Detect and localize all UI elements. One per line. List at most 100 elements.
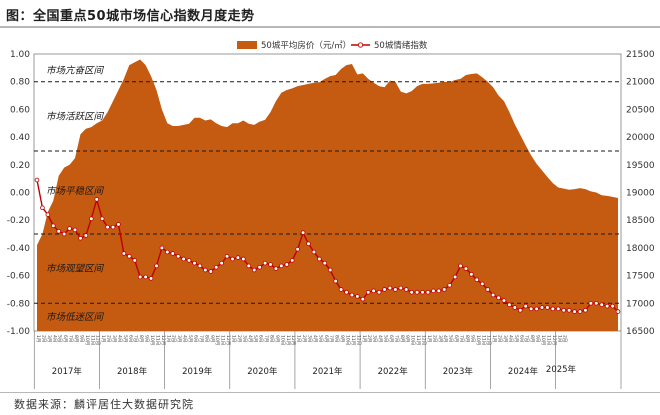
x-month-tick-label: 7月 (393, 335, 399, 342)
sentiment-point (235, 255, 241, 260)
sentiment-point (588, 300, 594, 306)
sentiment-point (224, 253, 230, 259)
sentiment-point (393, 287, 398, 292)
x-month-tick-label: 3月 (111, 335, 117, 342)
price-area-series (37, 59, 618, 331)
zone-label-1: 市场亢奋区间 (46, 65, 105, 77)
x-month-tick-label: 8月 (268, 335, 274, 342)
x-month-tick-label: 9月 (144, 335, 150, 342)
x-month-tick-label: 10月 (345, 335, 351, 345)
y-right-tick-label: 16500 (626, 327, 655, 337)
sentiment-point (599, 302, 605, 307)
sentiment-point (56, 228, 62, 234)
sentiment-point (279, 263, 284, 269)
sentiment-point (110, 224, 116, 230)
y-right-tick-label: 18500 (626, 216, 655, 226)
x-month-tick-label: 4月 (377, 335, 383, 342)
sentiment-point (501, 298, 507, 303)
sentiment-point (175, 253, 181, 259)
legend-label-price: 50城平均房价（元/㎡） (261, 40, 351, 51)
y-left-tick-label: -1.00 (7, 327, 31, 337)
sentiment-point (246, 263, 252, 269)
sentiment-point (165, 249, 170, 255)
sentiment-point (300, 230, 306, 235)
y-right-tick-label: 19500 (626, 161, 655, 171)
sentiment-point (403, 287, 409, 292)
sentiment-point (517, 307, 523, 313)
x-year-label: 2020年 (247, 366, 278, 377)
x-month-tick-label: 6月 (388, 335, 394, 342)
sentiment-point (327, 267, 333, 273)
x-month-tick-label: 12月 (355, 335, 361, 345)
x-month-tick-label: 10月 (149, 335, 155, 345)
x-year-label: 2019年 (182, 366, 213, 377)
sentiment-point (469, 271, 474, 277)
sentiment-point (566, 307, 572, 313)
x-month-tick-label: 7月 (459, 335, 465, 342)
sentiment-point (67, 226, 72, 231)
sentiment-point (40, 205, 45, 211)
sentiment-point (409, 289, 414, 295)
sentiment-point (121, 251, 127, 256)
sentiment-point (50, 223, 56, 229)
x-month-tick-label: 3月 (502, 335, 508, 342)
sentiment-point (561, 307, 566, 313)
sentiment-point (539, 305, 545, 310)
x-month-tick-label: 8月 (334, 335, 340, 342)
x-month-tick-label: 10月 (279, 335, 285, 345)
x-month-tick-label: 1月 (230, 335, 236, 342)
sentiment-point (338, 287, 344, 292)
sentiment-point (208, 269, 214, 274)
sentiment-point (137, 274, 143, 280)
x-month-tick-label: 11月 (415, 335, 421, 345)
sentiment-point (284, 262, 290, 267)
sentiment-point (382, 287, 387, 292)
footer-divider (0, 392, 660, 393)
sentiment-point (344, 289, 349, 295)
x-month-tick-label: 11月 (545, 335, 551, 345)
x-year-label: 2017年 (52, 366, 83, 377)
x-month-tick-label: 9月 (404, 335, 410, 342)
y-right-tick-label: 20000 (626, 133, 655, 143)
sentiment-point (474, 277, 480, 283)
sentiment-point (490, 292, 496, 298)
sentiment-point (105, 224, 110, 230)
x-month-tick-label: 5月 (122, 335, 128, 342)
x-month-tick-label: 6月 (62, 335, 68, 342)
x-month-tick-label: 12月 (551, 335, 557, 345)
sentiment-point (289, 258, 295, 263)
x-month-tick-label: 5月 (383, 335, 389, 342)
x-month-tick-label: 9月 (274, 335, 280, 342)
x-month-tick-label: 4月 (247, 335, 253, 342)
sentiment-point (420, 289, 425, 295)
sentiment-point (94, 197, 100, 202)
sentiment-point (355, 294, 360, 299)
x-month-tick-label: 12月 (486, 335, 492, 345)
x-month-tick-label: 4月 (182, 335, 188, 342)
sentiment-point (322, 260, 328, 266)
y-left-tick-label: 0.20 (10, 161, 30, 171)
sentiment-point (376, 289, 382, 295)
x-month-tick-label: 6月 (323, 335, 329, 342)
sentiment-point (148, 276, 154, 281)
x-month-tick-label: 11月 (89, 335, 95, 345)
x-month-tick-label: 9月 (339, 335, 345, 342)
x-month-tick-label: 1月 (296, 335, 302, 342)
x-month-tick-label: 11月 (480, 335, 486, 345)
x-month-tick-label: 1月 (426, 335, 432, 342)
x-month-tick-label: 6月 (192, 335, 198, 342)
y-left-tick-label: 0.40 (10, 133, 30, 143)
y-left-tick-label: 0.60 (10, 105, 30, 115)
x-year-label: 2018年 (117, 366, 148, 377)
sentiment-point (604, 303, 610, 309)
chart-svg: 1.00 0.80 0.60 0.40 0.20 0.00 -0.20 -0.40 -0.60 -… (7, 40, 655, 389)
x-month-tick-label: 2月 (171, 335, 177, 342)
sentiment-point (34, 177, 40, 183)
sentiment-point (512, 305, 518, 310)
x-month-tick-label: 10月 (84, 335, 90, 345)
sentiment-point (507, 302, 512, 307)
x-month-tick-label: 2月 (236, 335, 242, 342)
page-title: 图：全国重点50城市场信心指数月度走势 (6, 9, 255, 24)
x-month-tick-label: 3月 (372, 335, 378, 342)
y-right-tick-label: 20500 (626, 105, 655, 115)
